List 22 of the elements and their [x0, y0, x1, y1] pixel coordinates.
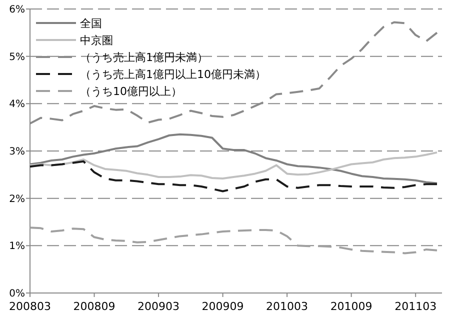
x-tick-label: 200809 [73, 300, 116, 313]
line-series [29, 226, 438, 254]
y-tick-label: 1% [9, 241, 25, 252]
x-tick-label: 200803 [9, 300, 51, 313]
line-series [29, 160, 438, 192]
legend-label: （うち10億円以上） [80, 84, 182, 98]
legend-label: 全国 [80, 16, 102, 30]
legend-label: （うち売上高1億円以上10億円未満） [80, 68, 266, 81]
y-tick-label: 6% [9, 4, 25, 16]
line-series [29, 151, 438, 180]
legend-label: 中京圏 [80, 34, 113, 47]
y-tick-label: 0% [9, 288, 25, 300]
y-tick-label: 5% [9, 52, 25, 63]
y-tick-label: 4% [9, 99, 25, 110]
x-tick-label: 201003 [266, 300, 308, 313]
x-tick-label: 201009 [330, 300, 372, 313]
x-tick-label: 200903 [138, 300, 180, 313]
x-tick-label: 201103 [394, 300, 437, 313]
y-tick-label: 2% [9, 194, 25, 205]
y-tick-label: 3% [9, 146, 25, 158]
x-tick-label: 200909 [202, 300, 244, 313]
legend-label: （うち売上高1億円未満） [80, 50, 208, 64]
